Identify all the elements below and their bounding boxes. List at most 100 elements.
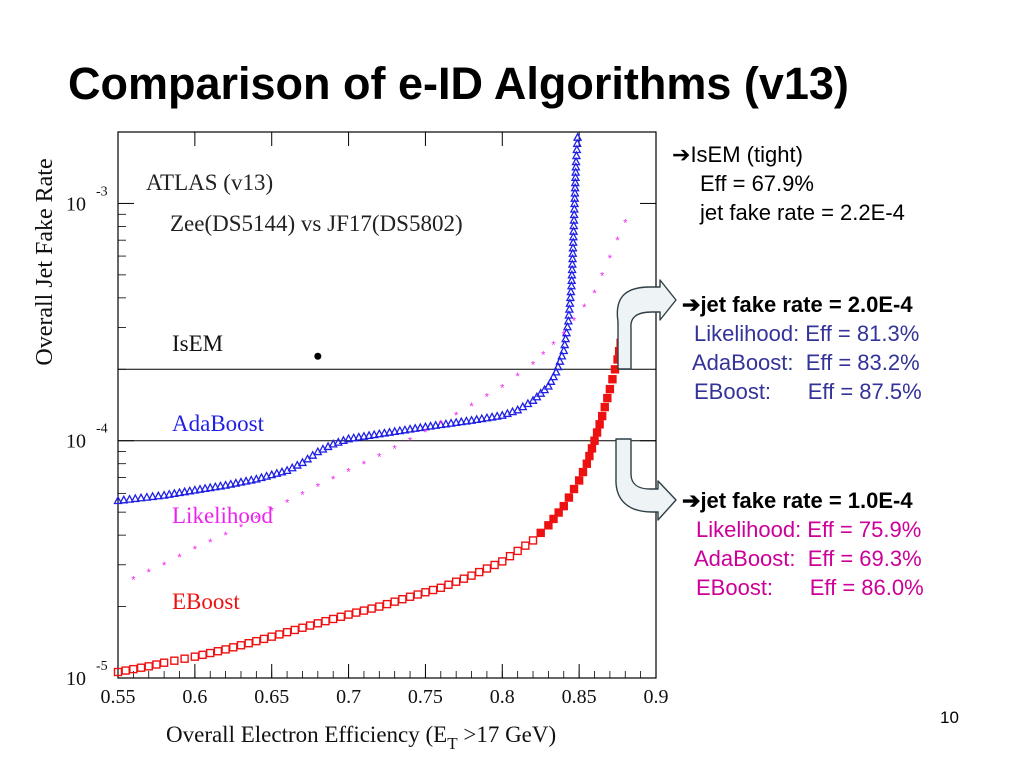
data-point-triangle [190,485,200,494]
note-fake-rate-1e-4-head: ➔jet fake rate = 1.0E-4 [682,488,913,513]
arrow-right-icon: ➔ [682,488,701,513]
data-point-triangle [147,491,158,501]
data-point-triangle [251,474,261,483]
data-point-triangle [451,417,461,427]
x-axis-title: Overall Electron Efficiency (ET >17 GeV) [166,722,556,753]
data-point-triangle [472,414,482,424]
data-point-triangle [369,429,379,439]
data-point-square [590,436,599,445]
data-point-triangle [564,304,574,313]
data-point-square [578,467,588,477]
data-point-triangle [142,492,152,501]
data-point-star: * [551,339,556,351]
label-eboost: EBoost [172,589,240,614]
data-point-star: * [600,270,605,282]
data-point-square [275,630,284,639]
data-point-square [444,580,453,589]
data-point-triangle [277,466,287,476]
data-point-star: * [572,316,577,328]
data-point-square [459,574,469,583]
data-point-triangle [205,482,215,492]
data-point-square [206,648,215,658]
data-point-triangle [231,478,241,487]
data-point-star: * [300,490,305,502]
note-isem-line: Eff = 67.9% [700,171,814,196]
data-point-star: * [377,451,382,463]
data-point-star: * [147,567,152,579]
data-point-star: * [485,392,490,404]
data-point-triangle [174,487,185,497]
data-point-triangle [561,333,571,343]
data-point-triangle [364,430,374,440]
y-tick-label: 10 [66,193,86,215]
data-point-square [587,444,597,453]
data-point-triangle [466,415,477,424]
data-point-triangle [562,321,573,331]
data-point-star: * [608,253,613,265]
data-point-square [336,612,346,621]
data-point-triangle [169,488,179,498]
data-point-square [505,551,515,561]
data-point-star: * [393,443,398,455]
data-point-triangle [569,204,579,213]
slide-title: Comparison of e-ID Algorithms (v13) [68,58,849,109]
data-point-square [585,451,594,461]
data-point-star: * [239,522,244,534]
y-axis-ticks: 10 -3 10 -4 10 -5 [66,131,656,690]
data-point-square [521,541,530,550]
data-point-square [190,652,200,661]
data-point-star: * [454,410,459,422]
data-point-square [180,654,189,663]
data-point-square [282,627,292,637]
data-point-square [252,636,261,646]
note-line-likelihood: Likelihood: Eff = 81.3% [694,321,920,346]
data-point-triangle [492,411,502,420]
data-point-triangle [415,422,425,432]
data-point-star: * [469,401,474,413]
data-point-triangle [349,432,359,442]
data-point-square [467,571,476,580]
data-point-star: * [500,382,505,394]
data-point-triangle [567,259,577,268]
data-point-square [600,402,609,412]
series-adaboost [113,132,583,505]
y-axis-title: Overall Jet Fake Rate [32,158,58,365]
data-point-triangle [390,426,400,436]
data-point-square [513,546,522,556]
x-axis-ticks: 0.55 0.6 0.65 0.7 0.75 0.8 0.85 0.9 [101,132,669,708]
data-point-triangle [436,419,446,429]
data-point-square [267,632,276,641]
note-isem: ➔IsEM (tight) Eff = 67.9% jet fake rate … [672,140,905,227]
data-point-triangle [568,242,578,252]
data-point-star: * [254,514,259,526]
data-point-square [244,639,253,648]
data-point-triangle [564,310,574,319]
data-point-triangle [180,486,190,496]
data-point-triangle [566,280,577,290]
data-point-triangle [456,416,466,426]
x-tick-label: 0.75 [408,686,443,708]
data-point-triangle [226,479,236,488]
data-point-triangle [379,428,390,437]
data-point-triangle [113,495,123,505]
data-point-triangle [159,490,169,499]
x-tick-label: 0.9 [644,686,669,708]
data-point-triangle [272,468,282,477]
data-point-square [305,621,315,630]
x-tick-label: 0.7 [336,686,361,708]
data-point-triangle [446,418,456,427]
data-point-triangle [551,367,561,376]
data-point-triangle [441,418,451,428]
data-point-triangle [568,231,578,241]
data-point-square [390,597,399,606]
data-point-star: * [285,497,290,509]
data-point-square [421,588,430,597]
data-point-triangle [568,248,578,257]
data-point-square [329,614,338,624]
y-tick-label-exponent: -5 [96,659,108,674]
data-point-square [367,604,376,613]
data-point-triangle [567,253,578,263]
data-point-triangle [565,298,575,307]
data-point-square [229,643,238,652]
data-point-triangle [124,494,135,503]
